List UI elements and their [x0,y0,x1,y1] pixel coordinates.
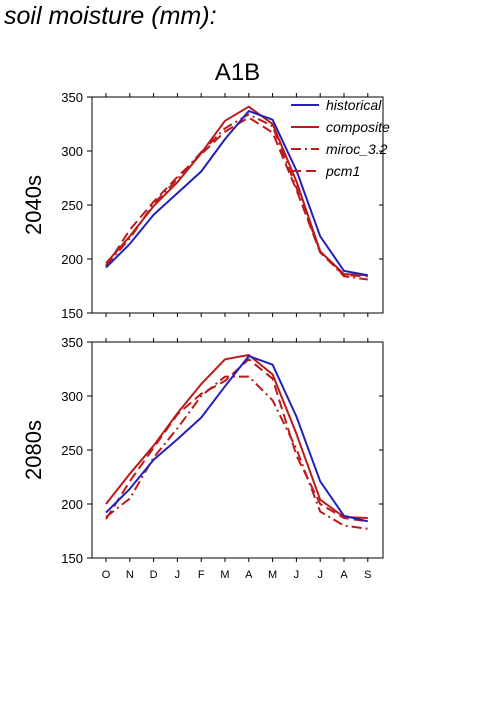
x-tick-label: M [268,569,277,581]
legend-label: miroc_3.2 [326,141,388,157]
y-tick-label: 300 [61,389,83,404]
y-tick-label: 250 [61,443,83,458]
panel-label: 2040s [21,175,46,235]
x-tick-label: S [364,569,371,581]
plot-frame [91,341,384,559]
x-tick-label: A [340,569,348,581]
x-tick-label: D [150,569,158,581]
x-tick-label: J [317,569,323,581]
y-tick-label: 300 [61,144,83,159]
y-tick-label: 350 [61,90,83,105]
figure-title: soil moisture (mm): [4,2,217,30]
x-tick-label: J [175,569,181,581]
scenario-title: A1B [215,59,260,86]
y-tick-label: 250 [61,198,83,213]
panel-2040s: 150 200 250 300 350 2040s historical composite m… [21,90,390,321]
series-line-miroc_3.2 [105,113,368,281]
panel-label: 2080s [21,420,46,480]
y-tick-label: 150 [61,551,83,566]
x-tick-label: O [102,569,111,581]
panel-2080s: 150 200 250 300 350 O N D J F M A M J J A S 2080s [21,335,384,581]
series-line-historical [105,110,368,277]
series-line-historical [105,355,369,523]
y-tick-label: 200 [61,497,83,512]
legend-label: composite [326,119,390,135]
x-tick-label: N [126,569,134,581]
x-tick-label: A [245,569,253,581]
legend-label: pcm1 [325,163,360,179]
y-tick-label: 200 [61,252,83,267]
legend-label: historical [326,97,382,113]
y-tick-label: 150 [61,306,83,321]
series-line-composite [105,354,368,519]
x-tick-label: M [220,569,229,581]
x-tick-label: J [294,569,300,581]
series-line-pcm1 [105,358,368,523]
y-tick-label: 350 [61,335,83,350]
x-tick-label: F [198,569,205,581]
